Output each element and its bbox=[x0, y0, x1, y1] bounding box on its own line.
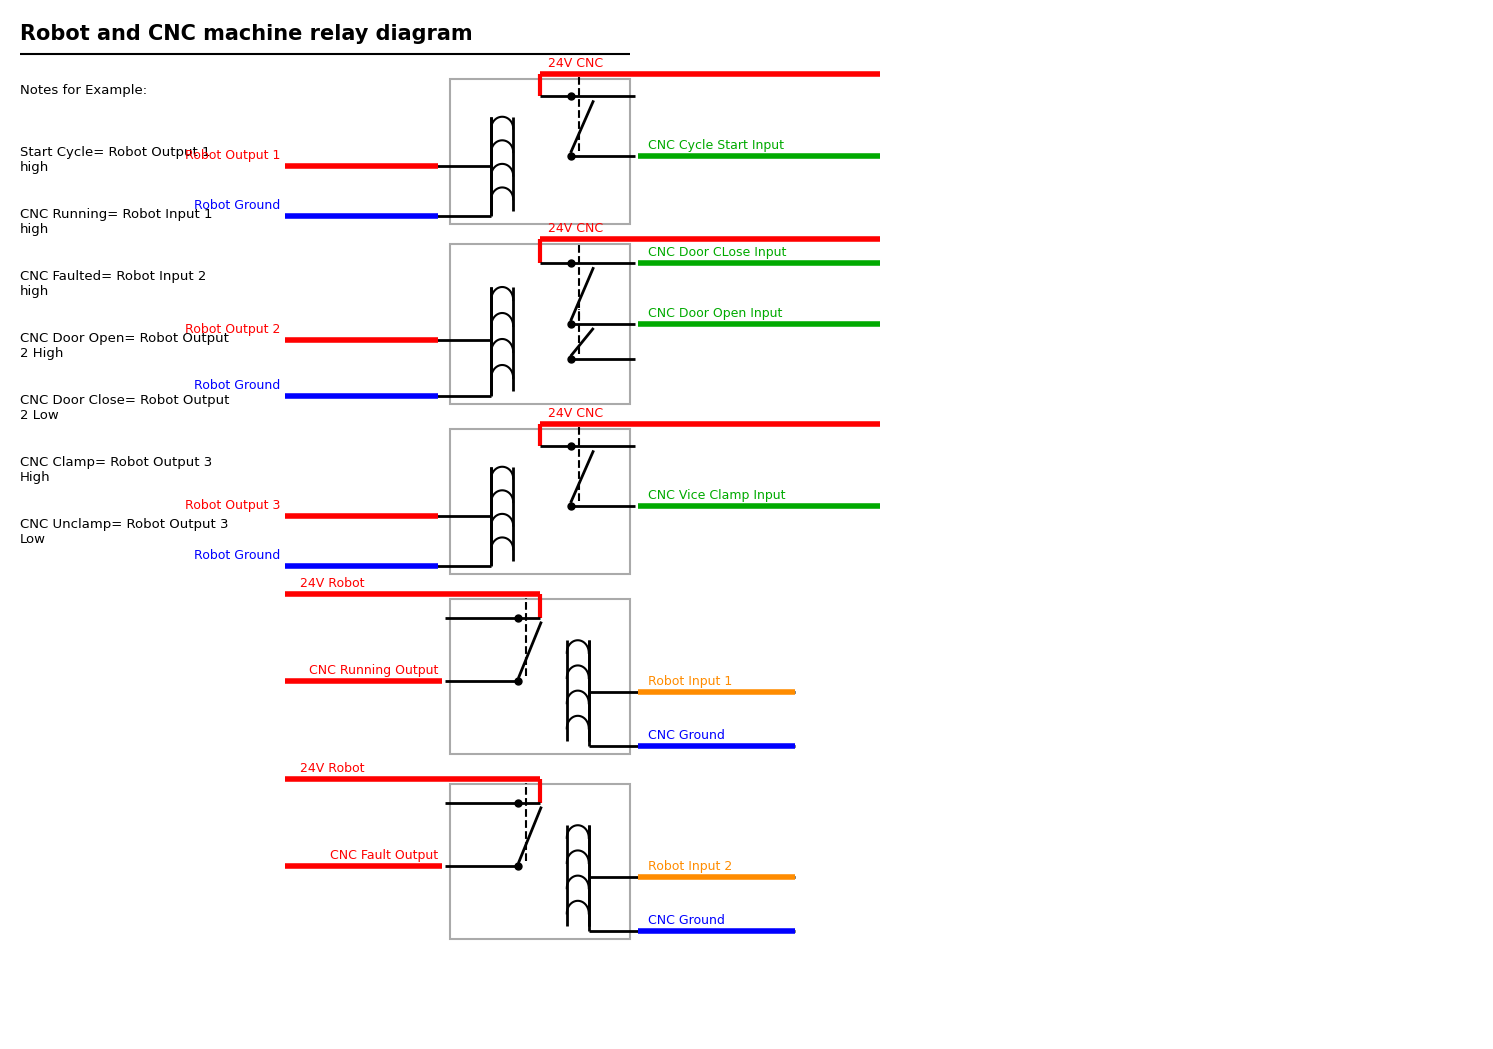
Text: CNC Running= Robot Input 1
high: CNC Running= Robot Input 1 high bbox=[19, 208, 212, 236]
Text: Robot and CNC machine relay diagram: Robot and CNC machine relay diagram bbox=[19, 24, 473, 44]
Text: Notes for Example:: Notes for Example: bbox=[19, 84, 148, 97]
Text: CNC Fault Output: CNC Fault Output bbox=[330, 849, 437, 862]
Text: 24V CNC: 24V CNC bbox=[548, 57, 603, 70]
Text: Robot Output 3: Robot Output 3 bbox=[185, 499, 281, 512]
Text: Robot Input 2: Robot Input 2 bbox=[648, 860, 732, 873]
FancyBboxPatch shape bbox=[449, 784, 630, 939]
Text: CNC Door Open= Robot Output
2 High: CNC Door Open= Robot Output 2 High bbox=[19, 331, 228, 360]
Text: CNC Faulted= Robot Input 2
high: CNC Faulted= Robot Input 2 high bbox=[19, 270, 206, 298]
FancyBboxPatch shape bbox=[449, 599, 630, 754]
Text: Robot Input 1: Robot Input 1 bbox=[648, 675, 732, 688]
Text: 24V CNC: 24V CNC bbox=[548, 407, 603, 420]
Text: Robot Ground: Robot Ground bbox=[194, 199, 281, 212]
Text: 24V CNC: 24V CNC bbox=[548, 222, 603, 235]
Text: CNC Door Close= Robot Output
2 Low: CNC Door Close= Robot Output 2 Low bbox=[19, 394, 230, 422]
FancyBboxPatch shape bbox=[449, 429, 630, 574]
Text: CNC Unclamp= Robot Output 3
Low: CNC Unclamp= Robot Output 3 Low bbox=[19, 518, 228, 545]
Text: Robot Output 1: Robot Output 1 bbox=[185, 149, 281, 162]
Text: CNC Ground: CNC Ground bbox=[648, 914, 726, 927]
Text: Start Cycle= Robot Output 1
high: Start Cycle= Robot Output 1 high bbox=[19, 146, 211, 174]
Text: Robot Output 2: Robot Output 2 bbox=[185, 323, 281, 336]
FancyBboxPatch shape bbox=[449, 244, 630, 404]
Text: CNC Ground: CNC Ground bbox=[648, 729, 726, 742]
Text: CNC Clamp= Robot Output 3
High: CNC Clamp= Robot Output 3 High bbox=[19, 456, 212, 484]
Text: Robot Ground: Robot Ground bbox=[194, 379, 281, 392]
Text: 24V Robot: 24V Robot bbox=[300, 577, 364, 590]
FancyBboxPatch shape bbox=[449, 79, 630, 224]
Text: CNC Door Open Input: CNC Door Open Input bbox=[648, 307, 782, 320]
Text: CNC Cycle Start Input: CNC Cycle Start Input bbox=[648, 138, 784, 152]
Text: CNC Vice Clamp Input: CNC Vice Clamp Input bbox=[648, 489, 785, 501]
Text: 24V Robot: 24V Robot bbox=[300, 762, 364, 775]
Text: CNC Door CLose Input: CNC Door CLose Input bbox=[648, 247, 787, 259]
Text: Robot Ground: Robot Ground bbox=[194, 549, 281, 562]
Text: CNC Running Output: CNC Running Output bbox=[309, 664, 437, 678]
